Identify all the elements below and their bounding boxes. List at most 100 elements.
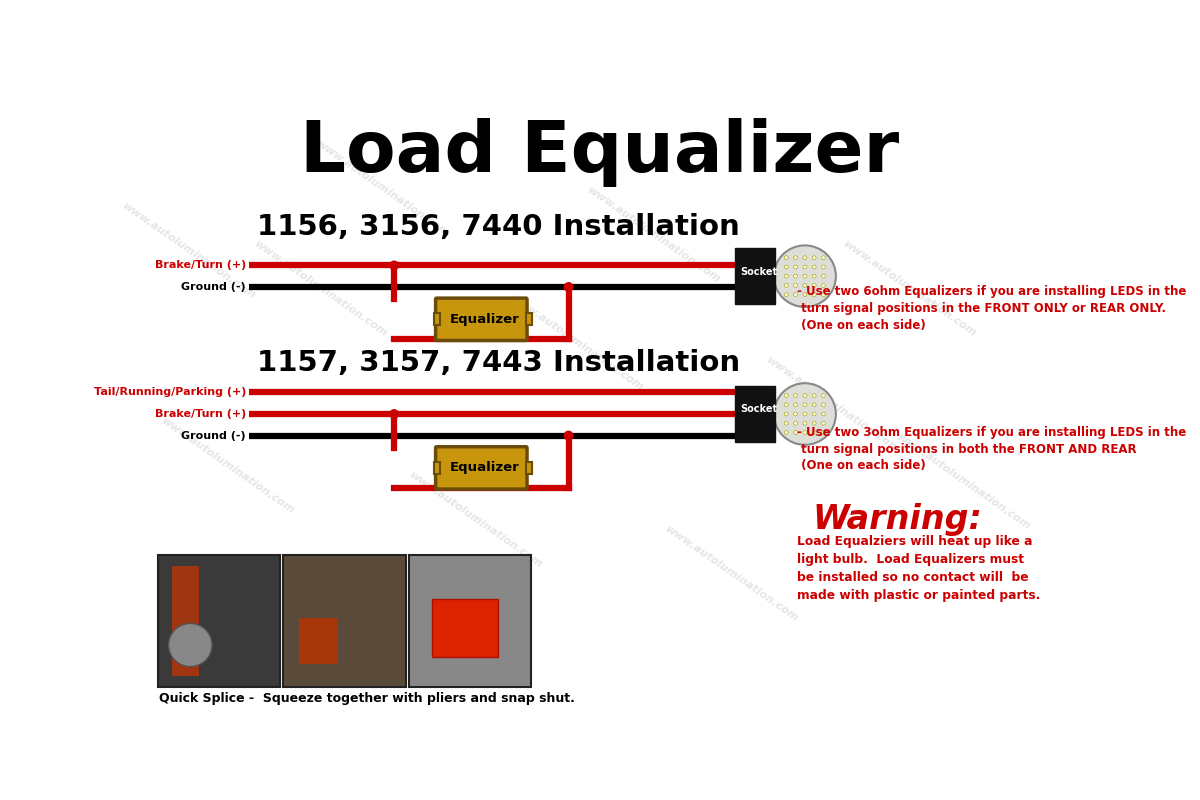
- Circle shape: [793, 403, 798, 406]
- Text: Tail/Running/Parking (+): Tail/Running/Parking (+): [94, 387, 246, 398]
- Circle shape: [785, 412, 788, 416]
- FancyBboxPatch shape: [436, 446, 527, 489]
- Circle shape: [812, 265, 816, 269]
- Circle shape: [812, 283, 816, 287]
- Text: Socket: Socket: [739, 266, 776, 277]
- Text: (One on each side): (One on each side): [797, 318, 926, 331]
- Circle shape: [812, 256, 816, 260]
- Text: www.autolumination.com: www.autolumination.com: [895, 431, 1032, 531]
- Circle shape: [785, 422, 788, 425]
- Text: turn signal positions in both the FRONT AND REAR: turn signal positions in both the FRONT …: [797, 442, 1136, 455]
- Bar: [736, 249, 775, 304]
- Bar: [526, 313, 532, 326]
- Circle shape: [564, 431, 572, 440]
- Bar: [409, 555, 532, 687]
- Circle shape: [822, 412, 826, 416]
- Text: www.autolumination.com: www.autolumination.com: [407, 470, 544, 570]
- Circle shape: [793, 265, 798, 269]
- Text: 1157, 3157, 7443 Installation: 1157, 3157, 7443 Installation: [257, 349, 740, 377]
- Text: Warning:: Warning:: [812, 502, 983, 535]
- Circle shape: [390, 261, 398, 270]
- Circle shape: [803, 265, 806, 269]
- Text: Socket: Socket: [739, 404, 776, 414]
- Circle shape: [812, 412, 816, 416]
- Circle shape: [812, 274, 816, 278]
- Text: turn signal positions in the FRONT ONLY or REAR ONLY.: turn signal positions in the FRONT ONLY …: [797, 302, 1166, 314]
- Circle shape: [822, 293, 826, 297]
- Circle shape: [390, 410, 398, 418]
- Text: Load Equalizer: Load Equalizer: [300, 118, 899, 186]
- Text: Load Equalziers will heat up like a
light bulb.  Load Equalizers must
be install: Load Equalziers will heat up like a ligh…: [797, 535, 1040, 602]
- Circle shape: [803, 256, 806, 260]
- Circle shape: [822, 256, 826, 260]
- Text: www.autolumination.com: www.autolumination.com: [120, 200, 257, 300]
- Circle shape: [812, 430, 816, 434]
- Circle shape: [822, 394, 826, 398]
- Text: www.autolumination.com: www.autolumination.com: [160, 415, 296, 516]
- Circle shape: [822, 430, 826, 434]
- Circle shape: [822, 265, 826, 269]
- Bar: [526, 462, 532, 474]
- Circle shape: [785, 256, 788, 260]
- Circle shape: [793, 274, 798, 278]
- Bar: [157, 555, 281, 687]
- Text: Brake/Turn (+): Brake/Turn (+): [155, 409, 246, 419]
- Text: Equalizer: Equalizer: [450, 462, 520, 474]
- Circle shape: [793, 422, 798, 425]
- Circle shape: [812, 403, 816, 406]
- Bar: [433, 313, 440, 326]
- Text: www.autolumination.com: www.autolumination.com: [586, 185, 722, 285]
- Circle shape: [793, 283, 798, 287]
- Circle shape: [785, 394, 788, 398]
- Circle shape: [803, 394, 806, 398]
- Circle shape: [803, 422, 806, 425]
- Circle shape: [785, 403, 788, 406]
- Text: www.autolumination.com: www.autolumination.com: [841, 238, 978, 338]
- Circle shape: [785, 265, 788, 269]
- Circle shape: [822, 283, 826, 287]
- Circle shape: [785, 283, 788, 287]
- Circle shape: [785, 274, 788, 278]
- FancyBboxPatch shape: [436, 298, 527, 341]
- Circle shape: [803, 403, 806, 406]
- Circle shape: [793, 430, 798, 434]
- Text: Brake/Turn (+): Brake/Turn (+): [155, 261, 246, 270]
- Circle shape: [774, 383, 836, 445]
- Text: www.autolumination.com: www.autolumination.com: [763, 354, 900, 454]
- Circle shape: [822, 274, 826, 278]
- Text: 1156, 3156, 7440 Installation: 1156, 3156, 7440 Installation: [257, 213, 740, 241]
- Circle shape: [812, 394, 816, 398]
- Circle shape: [812, 422, 816, 425]
- Text: www.autolumination.com: www.autolumination.com: [314, 138, 451, 238]
- Circle shape: [793, 293, 798, 297]
- Bar: [299, 618, 337, 664]
- Circle shape: [169, 623, 212, 666]
- Circle shape: [803, 293, 806, 297]
- Text: Quick Splice -  Squeeze together with pliers and snap shut.: Quick Splice - Squeeze together with pli…: [160, 692, 575, 705]
- Circle shape: [803, 283, 806, 287]
- Text: Equalizer: Equalizer: [450, 313, 520, 326]
- Bar: [736, 386, 775, 442]
- Circle shape: [785, 293, 788, 297]
- Circle shape: [822, 403, 826, 406]
- Bar: [433, 462, 440, 474]
- Text: - Use two 6ohm Equalizers if you are installing LEDS in the: - Use two 6ohm Equalizers if you are ins…: [797, 285, 1187, 298]
- Circle shape: [803, 430, 806, 434]
- Circle shape: [803, 274, 806, 278]
- Circle shape: [812, 293, 816, 297]
- Circle shape: [785, 430, 788, 434]
- Bar: [283, 555, 406, 687]
- Text: www.autolumination.com: www.autolumination.com: [662, 523, 799, 623]
- Circle shape: [564, 282, 572, 291]
- Circle shape: [774, 246, 836, 307]
- Bar: [432, 599, 498, 657]
- Text: www.autolumination.com: www.autolumination.com: [508, 292, 644, 393]
- Circle shape: [803, 412, 806, 416]
- Text: (One on each side): (One on each side): [797, 459, 926, 473]
- Bar: [172, 566, 199, 676]
- Circle shape: [793, 256, 798, 260]
- Text: - Use two 3ohm Equalizers if you are installing LEDS in the: - Use two 3ohm Equalizers if you are ins…: [797, 426, 1187, 438]
- Circle shape: [822, 422, 826, 425]
- Text: Ground (-): Ground (-): [181, 430, 246, 441]
- Circle shape: [793, 394, 798, 398]
